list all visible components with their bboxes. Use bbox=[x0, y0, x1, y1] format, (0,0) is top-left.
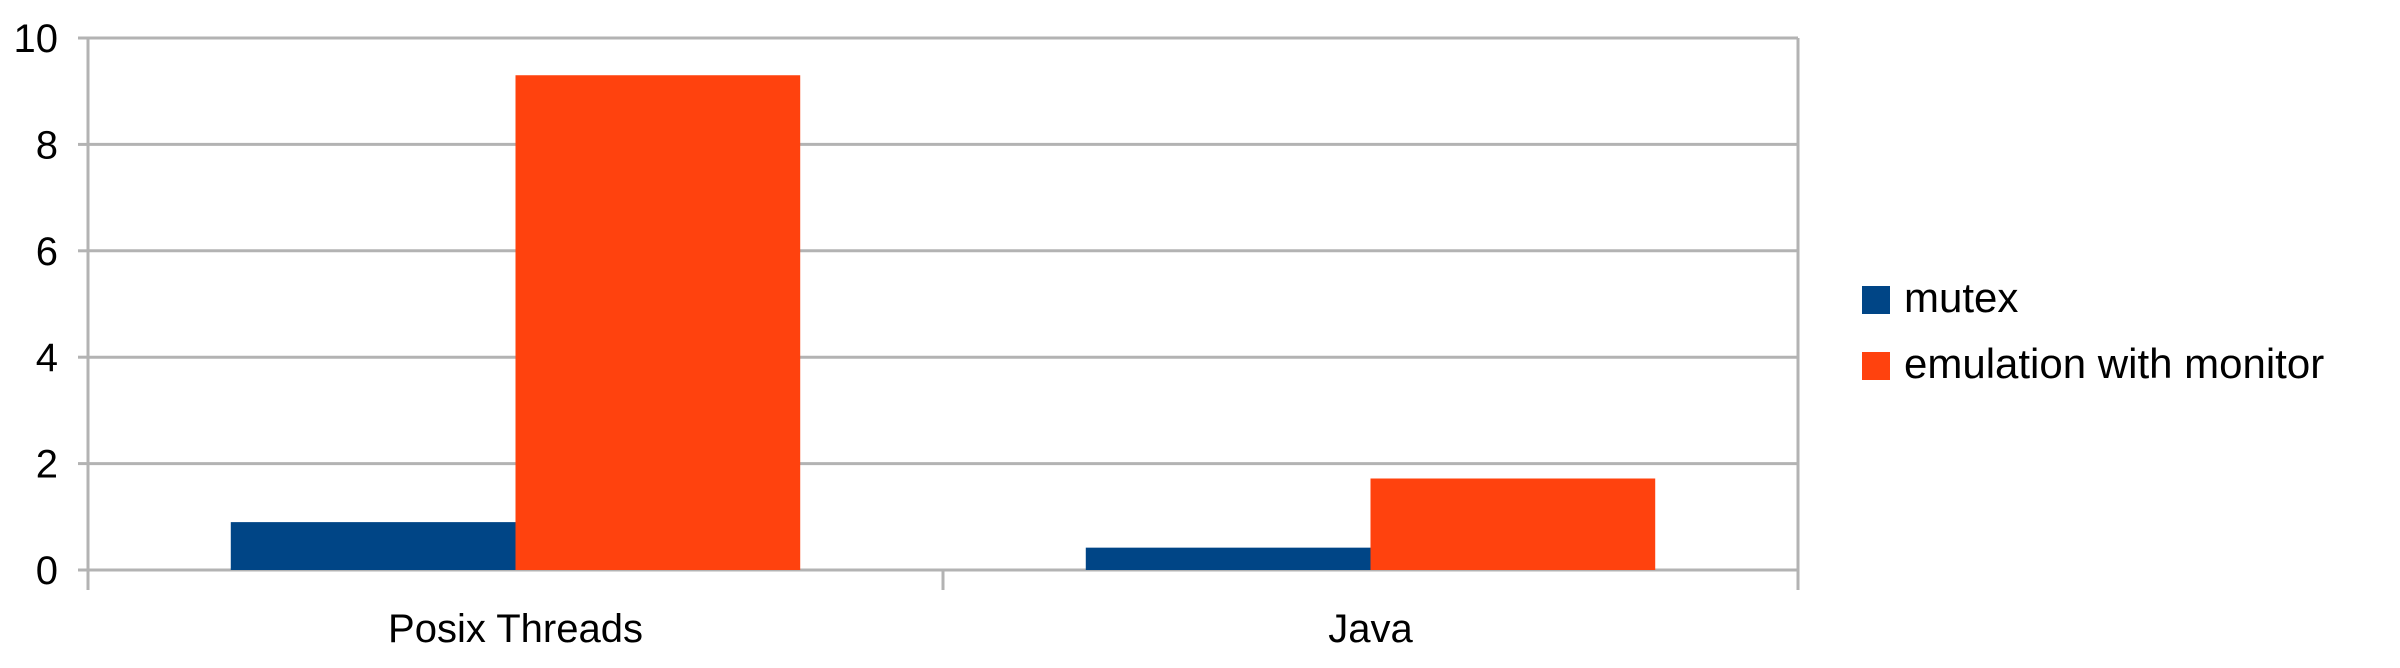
legend-label: mutex bbox=[1904, 274, 2018, 321]
legend-label: emulation with monitor bbox=[1904, 340, 2324, 387]
bar-mutex-posix-threads bbox=[230, 522, 516, 570]
bars bbox=[230, 75, 1656, 571]
bar-emulation-with-monitor-java bbox=[1370, 478, 1656, 570]
grid-lines bbox=[88, 36, 1798, 466]
y-tick-label: 2 bbox=[36, 443, 58, 487]
y-tick-label: 10 bbox=[14, 17, 59, 61]
legend-swatch-mutex bbox=[1862, 286, 1890, 314]
x-tick-label: Posix Threads bbox=[388, 607, 643, 651]
y-tick-label: 0 bbox=[36, 549, 58, 593]
y-tick-label: 4 bbox=[36, 336, 58, 380]
y-tick-label: 8 bbox=[36, 123, 58, 167]
bar-mutex-java bbox=[1085, 547, 1371, 570]
legend-swatch-emulation-with-monitor bbox=[1862, 352, 1890, 380]
x-tick-labels: Posix Threads Java bbox=[388, 607, 1413, 651]
y-tick-label: 6 bbox=[36, 230, 58, 274]
x-tick-label: Java bbox=[1328, 607, 1413, 651]
legend: mutex emulation with monitor bbox=[1862, 274, 2324, 387]
y-tick-labels: 0 2 4 6 8 10 bbox=[14, 17, 59, 593]
bar-emulation-with-monitor-posix-threads bbox=[515, 75, 801, 571]
